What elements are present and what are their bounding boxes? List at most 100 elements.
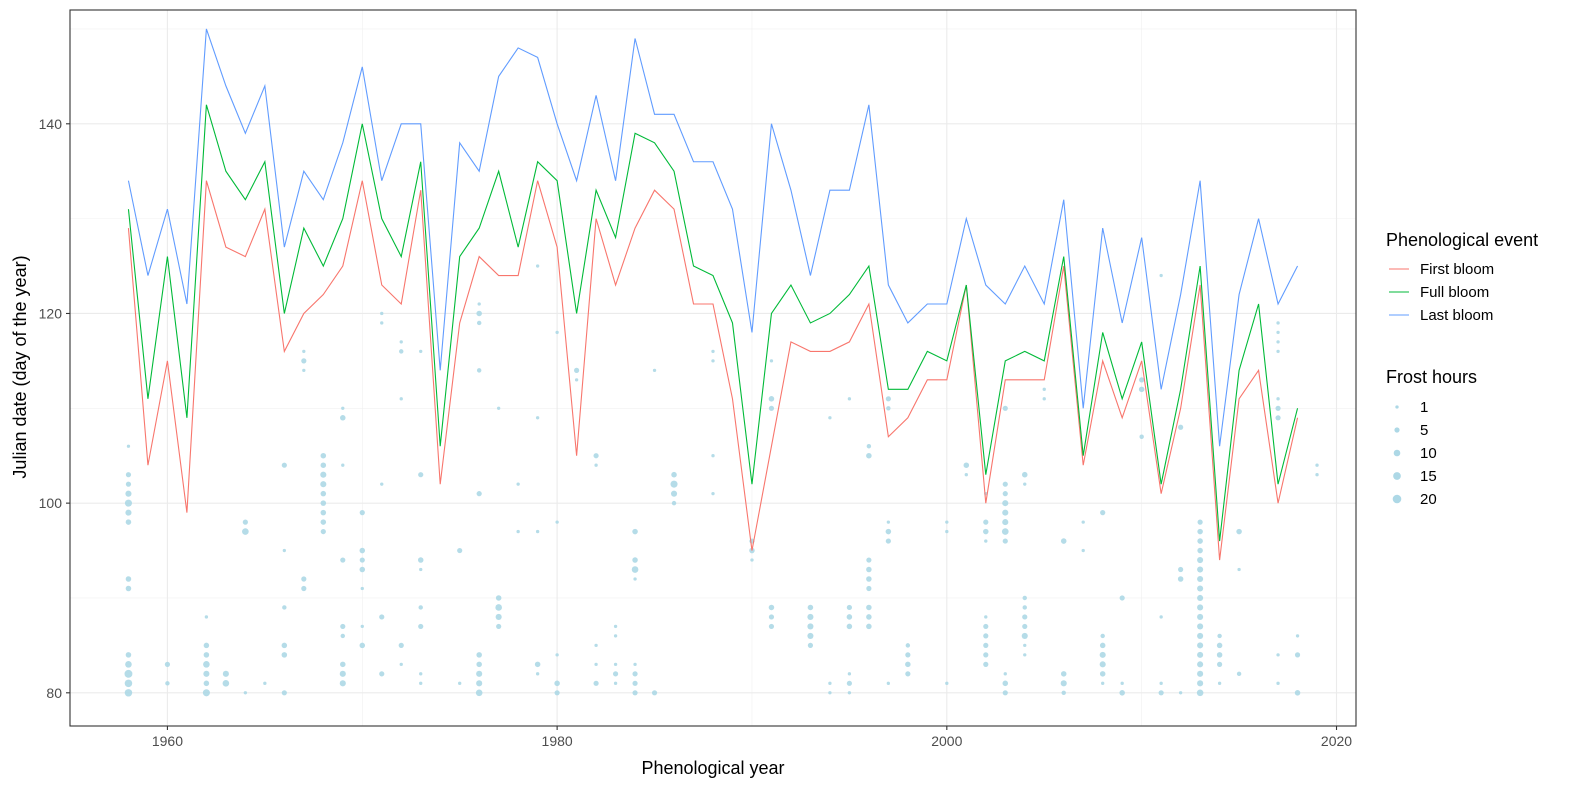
frost-point (1177, 576, 1184, 582)
frost-point (476, 320, 482, 326)
frost-point (320, 490, 327, 497)
frost-point (963, 462, 970, 468)
frost-point (846, 614, 853, 620)
frost-point (340, 623, 346, 630)
frost-point (360, 624, 364, 629)
frost-point (203, 652, 210, 658)
frost-point (613, 662, 618, 667)
frost-point (1197, 632, 1204, 639)
frost-point (768, 604, 775, 611)
frost-point (125, 490, 132, 497)
frost-point (222, 670, 229, 677)
frost-point (399, 662, 403, 667)
frost-point (1197, 651, 1204, 658)
frost-point (320, 452, 327, 459)
frost-point (671, 500, 677, 506)
frost-point (1042, 397, 1046, 401)
frost-point (594, 463, 598, 467)
frost-point (418, 623, 424, 630)
frost-point (203, 670, 210, 677)
frost-point (905, 671, 911, 677)
frost-point (945, 529, 949, 534)
frost-point (1197, 642, 1204, 649)
frost-point (1099, 651, 1106, 658)
x-tick-label: 2020 (1321, 733, 1352, 749)
frost-point (320, 528, 326, 535)
frost-point (203, 642, 210, 649)
frost-point (535, 264, 540, 268)
legend-key-point (1394, 427, 1400, 433)
y-tick-label: 120 (39, 305, 63, 321)
frost-point (574, 378, 579, 382)
frost-point (1217, 681, 1222, 685)
frost-point (1022, 605, 1027, 610)
frost-point (1178, 691, 1183, 695)
frost-point (1139, 377, 1145, 383)
frost-point (1002, 481, 1008, 487)
frost-point (593, 680, 599, 686)
frost-point (1276, 330, 1280, 335)
frost-point (612, 671, 619, 677)
frost-point (828, 416, 832, 420)
x-axis-title: Phenological year (641, 758, 784, 778)
frost-point (203, 661, 210, 668)
legend-frost-label: 5 (1420, 422, 1428, 439)
frost-point (1159, 681, 1163, 685)
frost-point (593, 453, 599, 459)
frost-point (535, 529, 540, 534)
frost-point (125, 472, 132, 478)
frost-point (866, 452, 872, 459)
frost-point (419, 672, 423, 676)
frost-point (613, 681, 618, 685)
frost-point (320, 509, 327, 516)
frost-point (380, 311, 384, 316)
frost-point (1197, 575, 1204, 583)
frost-point (495, 595, 502, 601)
frost-point (124, 499, 132, 507)
frost-point (1197, 547, 1203, 554)
frost-point (1196, 689, 1204, 697)
frost-point (1099, 661, 1106, 668)
frost-point (1002, 519, 1009, 526)
frost-point (613, 624, 618, 629)
frost-point (886, 406, 891, 411)
frost-point (983, 642, 989, 648)
frost-point (768, 614, 775, 620)
frost-point (866, 557, 872, 563)
frost-point (1042, 387, 1046, 391)
frost-point (847, 691, 852, 695)
frost-point (341, 406, 345, 410)
frost-point (1276, 681, 1280, 685)
frost-point (125, 519, 132, 525)
y-tick-label: 80 (46, 685, 62, 701)
frost-point (1197, 585, 1204, 592)
frost-point (534, 661, 541, 668)
legend-event-label: Last bloom (1420, 307, 1493, 324)
x-tick-label: 1960 (152, 733, 183, 749)
frost-point (204, 615, 209, 619)
frost-point (594, 662, 598, 667)
frost-point (496, 623, 502, 630)
frost-point (398, 642, 404, 648)
frost-point (768, 623, 775, 630)
frost-point (1197, 613, 1204, 620)
frost-point (983, 623, 989, 630)
frost-point (555, 520, 559, 524)
legend-frost-title: Frost hours (1386, 367, 1477, 387)
frost-point (1276, 349, 1280, 354)
frost-point (302, 349, 306, 354)
legend-event-label: First bloom (1420, 261, 1494, 278)
frost-point (828, 691, 832, 695)
frost-point (1276, 340, 1280, 344)
frost-point (807, 613, 814, 620)
frost-point (866, 614, 872, 620)
frost-point (555, 653, 559, 657)
frost-point (124, 679, 133, 688)
frost-point (1081, 548, 1085, 553)
frost-point (866, 623, 872, 630)
frost-point (631, 566, 639, 573)
frost-point (1197, 594, 1204, 602)
frost-point (399, 340, 403, 344)
frost-point (282, 548, 286, 553)
frost-point (807, 623, 814, 630)
